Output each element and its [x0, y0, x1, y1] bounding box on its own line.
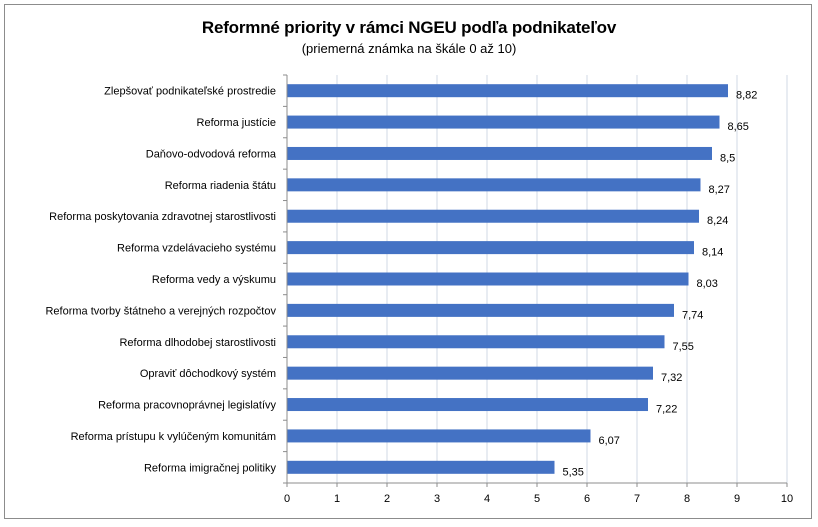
- x-tick-label: 8: [684, 493, 690, 505]
- category-label: Reforma imigračnej politiky: [144, 462, 277, 474]
- category-label: Reforma tvorby štátneho a verejných rozp…: [45, 305, 276, 317]
- category-label: Daňovo-odvodová reforma: [146, 148, 277, 160]
- category-label: Reforma vzdelávacieho systému: [117, 243, 276, 255]
- x-tick-label: 9: [734, 493, 740, 505]
- bar: [287, 303, 674, 317]
- bar: [287, 398, 648, 412]
- bars: [287, 84, 728, 474]
- category-labels: Zlepšovať podnikateľské prostredie Reform…: [45, 86, 276, 475]
- x-tick-label: 4: [484, 493, 490, 505]
- data-label: 8,14: [702, 247, 723, 259]
- x-tick-label: 3: [434, 493, 440, 505]
- data-label: 8,24: [707, 215, 728, 227]
- data-label: 8,03: [697, 278, 718, 290]
- category-label: Reforma riadenia štátu: [165, 180, 276, 192]
- bar: [287, 335, 665, 349]
- data-label: 8,82: [736, 90, 757, 102]
- bar: [287, 272, 689, 286]
- x-tick-label: 7: [634, 493, 640, 505]
- data-label: 8,5: [720, 152, 735, 164]
- chart-title: Reformné priority v rámci NGEU podľa pod…: [201, 18, 617, 37]
- category-label: Zlepšovať podnikateľské prostredie: [104, 86, 276, 98]
- category-label: Reforma vedy a výskumu: [152, 274, 276, 286]
- x-tick-label: 1: [334, 493, 340, 505]
- data-label: 7,22: [656, 404, 677, 416]
- category-label: Reforma pracovnoprávnej legislatívy: [98, 400, 276, 412]
- x-tick-label: 0: [284, 493, 290, 505]
- category-label: Reforma poskytovania zdravotnej starostl…: [49, 211, 276, 223]
- axes: [283, 74, 788, 487]
- x-tick-labels: 0 1 2 3 4 5 6 7 8 9 10: [284, 493, 793, 505]
- category-label: Reforma prístupu k vylúčeným komunitám: [71, 431, 276, 443]
- chart-subtitle: (priemerná známka na škále 0 až 10): [301, 41, 517, 56]
- data-label: 8,27: [709, 184, 730, 196]
- data-label: 6,07: [599, 435, 620, 447]
- bar: [287, 209, 699, 223]
- bar: [287, 115, 720, 129]
- data-label: 7,32: [661, 372, 682, 384]
- data-label: 7,74: [682, 309, 703, 321]
- category-label: Reforma dlhodobej starostlivosti: [119, 337, 276, 349]
- bar: [287, 178, 701, 192]
- x-tick-label: 10: [781, 493, 793, 505]
- bar: [287, 429, 591, 443]
- category-label: Reforma justície: [197, 117, 276, 129]
- value-labels: 8,82 8,65 8,5 8,27 8,24 8,14 8,03 7,74 7,55 7,32 7…: [563, 90, 758, 479]
- bar: [287, 241, 694, 255]
- category-label: Opraviť dôchodkový systém: [140, 368, 276, 380]
- bar: [287, 146, 712, 160]
- bar: [287, 460, 555, 474]
- data-label: 7,55: [673, 341, 694, 353]
- x-tick-label: 5: [534, 493, 540, 505]
- x-tick-label: 2: [384, 493, 390, 505]
- x-tick-label: 6: [584, 493, 590, 505]
- bar: [287, 366, 653, 380]
- data-label: 5,35: [563, 466, 584, 478]
- data-label: 8,65: [728, 121, 749, 133]
- bar: [287, 84, 728, 98]
